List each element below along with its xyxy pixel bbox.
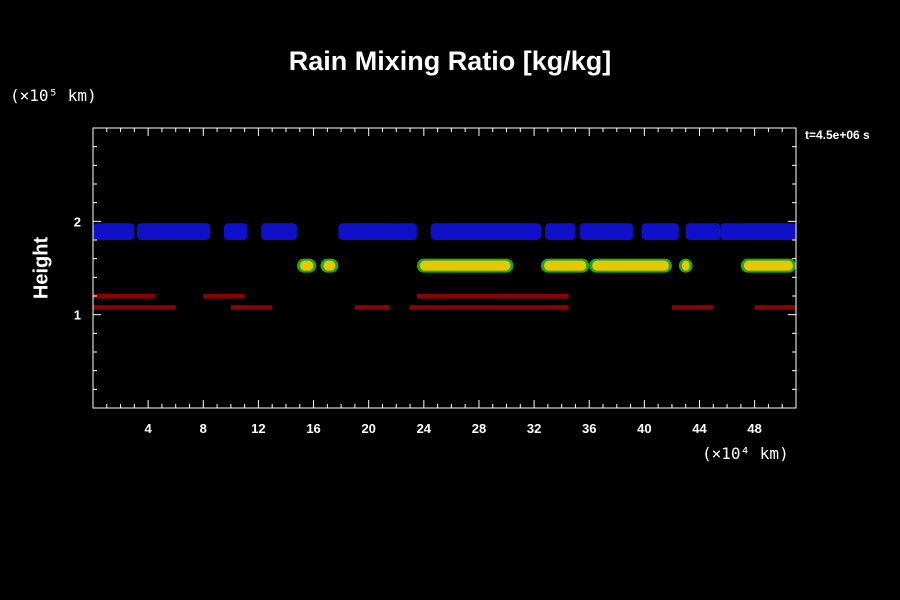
plot-frame (92, 127, 797, 409)
bands-layer (93, 223, 796, 310)
band-segment (223, 223, 248, 240)
band-segment (430, 223, 541, 240)
band-segment (410, 305, 569, 310)
x-tick-label: 8 (200, 421, 207, 436)
x-tick-label: 48 (747, 421, 761, 436)
chart-title: Rain Mixing Ratio [kg/kg] (288, 46, 612, 76)
x-tick-label: 4 (145, 421, 153, 436)
band-segment-core (419, 260, 511, 271)
time-annotation: t=4.5e+06 s (805, 128, 870, 142)
band-segment (393, 223, 417, 240)
band-segment (93, 223, 135, 240)
x-tick-label: 12 (251, 421, 265, 436)
band-segment (261, 223, 298, 240)
band-segment (93, 305, 176, 310)
x-tick-label: 20 (361, 421, 375, 436)
x-tick-label: 44 (692, 421, 707, 436)
band-segment-core (543, 260, 587, 271)
band-segment (545, 223, 576, 240)
band-segment (338, 223, 400, 240)
y-tick-label: 2 (74, 214, 81, 229)
band-segment (579, 223, 634, 240)
band-segment-core (743, 260, 793, 271)
x-tick-label: 40 (637, 421, 651, 436)
band-segment (230, 305, 252, 310)
band-segment (754, 305, 796, 310)
band-segment-core (592, 260, 669, 271)
x-tick-label: 16 (306, 421, 320, 436)
x-tick-label: 24 (417, 421, 432, 436)
band-segment (416, 293, 569, 299)
x-tick-label: 28 (472, 421, 486, 436)
band-segment (641, 223, 679, 240)
band-segment (251, 305, 273, 310)
y-axis-unit: (×10⁵ km) (10, 86, 97, 105)
band-segment-core (300, 260, 314, 271)
band-segment (671, 305, 714, 310)
band-segment-core (681, 260, 690, 271)
band-segment (685, 223, 721, 240)
band-segment (203, 293, 245, 299)
band-segment (93, 293, 156, 299)
band-segment (720, 223, 796, 240)
x-axis-unit: (×10⁴ km) (702, 444, 789, 463)
band-segment-core (323, 260, 336, 271)
band-segment (137, 223, 211, 240)
band-segment (499, 293, 555, 299)
x-tick-label: 32 (527, 421, 541, 436)
y-tick-label: 1 (74, 308, 81, 323)
x-tick-label: 36 (582, 421, 596, 436)
band-segment (354, 305, 390, 310)
